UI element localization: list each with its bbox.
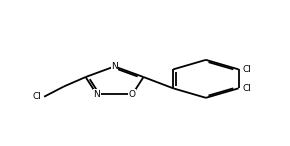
Text: N: N [111, 62, 118, 71]
Text: N: N [93, 90, 100, 99]
Text: Cl: Cl [33, 92, 42, 101]
Text: Cl: Cl [242, 65, 251, 74]
Text: Cl: Cl [242, 84, 251, 93]
Text: O: O [129, 90, 136, 99]
